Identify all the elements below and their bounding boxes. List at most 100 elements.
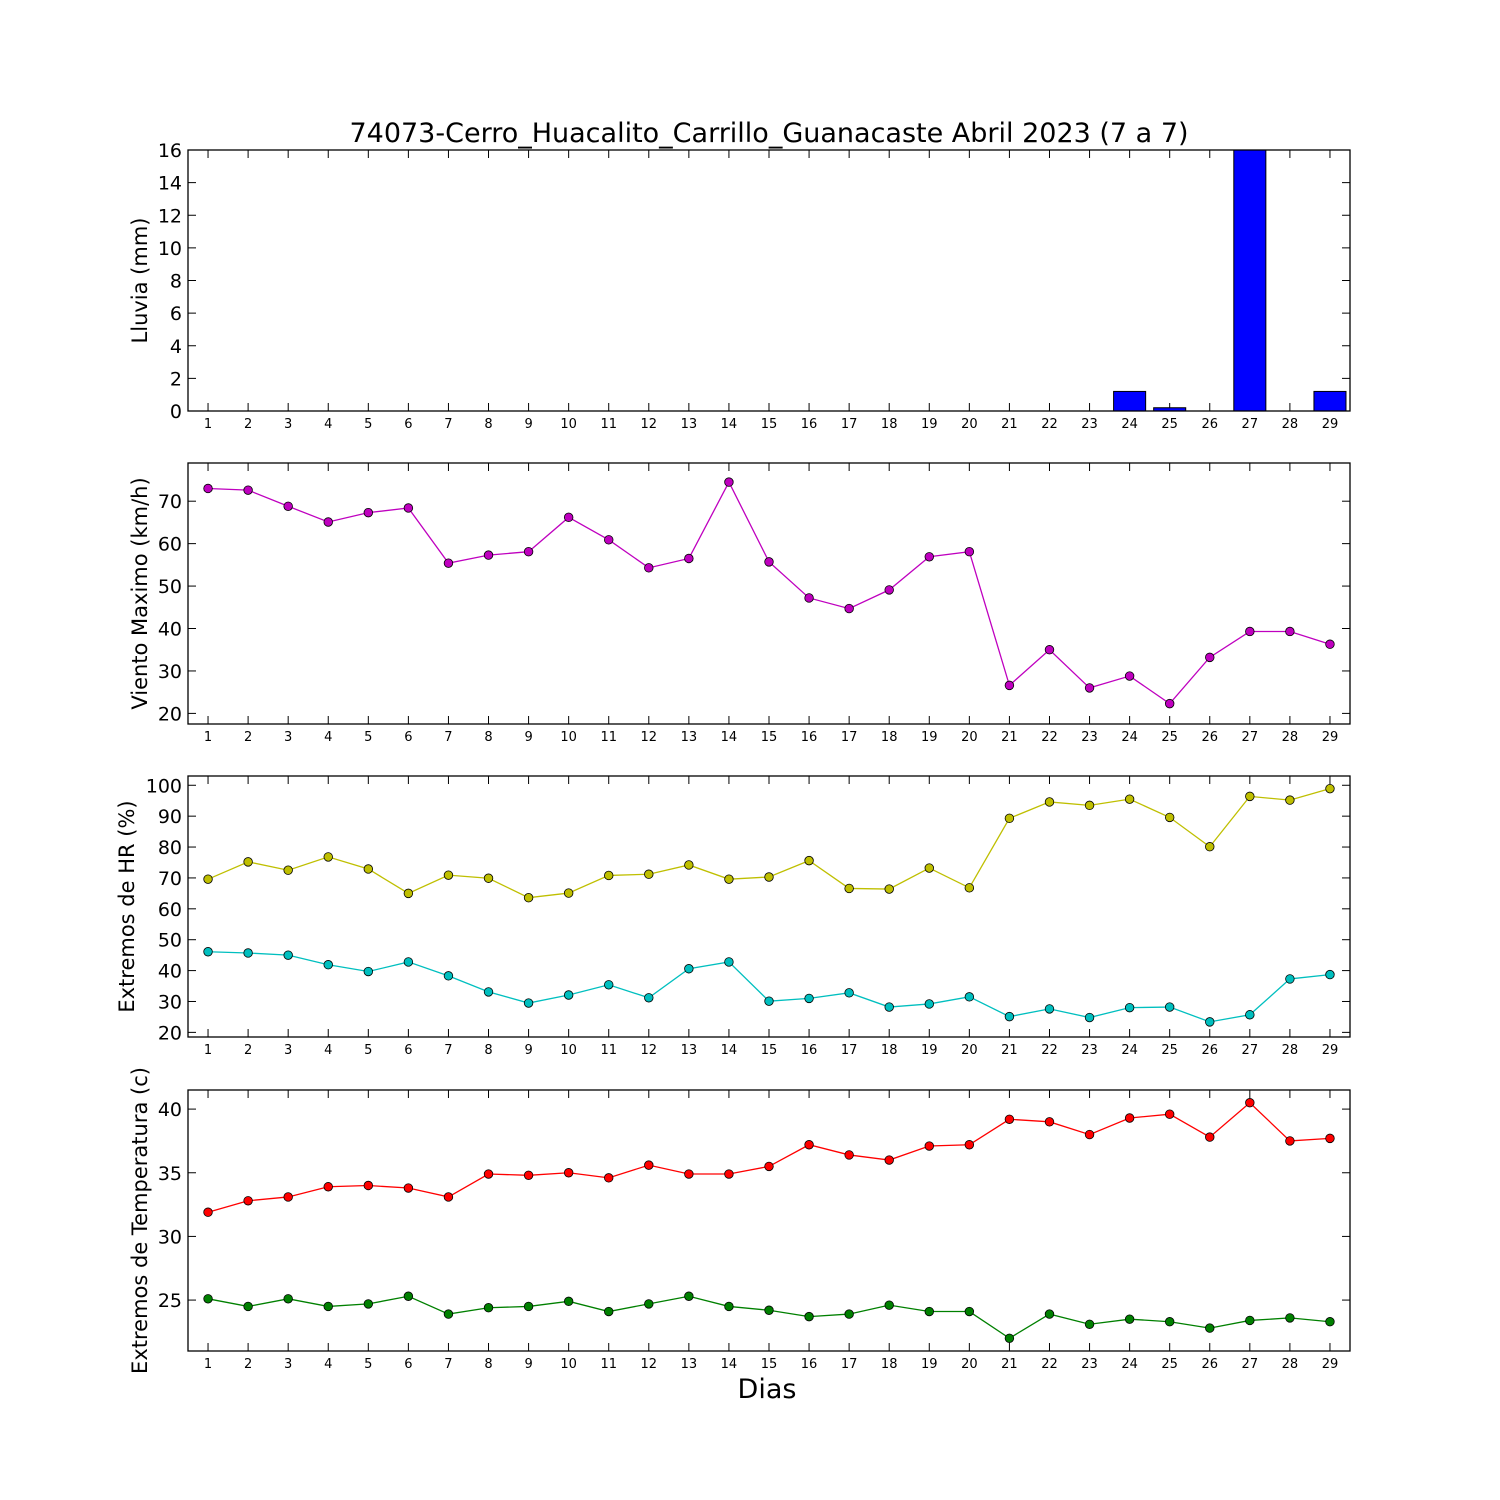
data-point [443, 971, 454, 981]
data-point [844, 1309, 854, 1319]
data-point [844, 1150, 854, 1160]
x-tick-label: 18 [881, 1043, 898, 1058]
data-point [964, 546, 975, 557]
data-point [363, 966, 374, 977]
data-point [1205, 842, 1215, 852]
data-point [323, 517, 333, 527]
axes-frame [187, 149, 1351, 412]
data-point [563, 1168, 574, 1178]
data-point [403, 957, 414, 967]
x-tick-label: 8 [484, 730, 492, 745]
chart-title: 74073-Cerro_Huacalito_Carrillo_Guanacast… [349, 118, 1188, 149]
data-point [724, 477, 734, 487]
data-point [1325, 783, 1335, 794]
data-point [604, 535, 614, 545]
data-point [523, 1170, 534, 1181]
data-point [844, 603, 854, 614]
data-point [563, 512, 574, 523]
data-point [764, 557, 774, 567]
x-tick-label: 24 [1121, 730, 1138, 745]
data-point [243, 1301, 253, 1312]
y-tick-label: 70 [158, 491, 182, 513]
x-tick-label: 11 [600, 730, 617, 745]
x-tick-label: 13 [681, 1357, 698, 1372]
data-point [1205, 1017, 1215, 1027]
data-point [924, 999, 934, 1009]
y-tick-label: 35 [158, 1163, 182, 1185]
y-tick-label: 14 [158, 173, 182, 195]
data-point [924, 552, 934, 562]
x-tick-label: 15 [761, 1357, 778, 1372]
y-tick-label: 20 [158, 1022, 182, 1044]
y-tick-label: 40 [158, 1099, 182, 1121]
data-point [363, 1180, 374, 1191]
x-tick-label: 16 [801, 417, 818, 432]
x-tick-label: 2 [244, 417, 252, 432]
data-point [1044, 797, 1055, 807]
x-tick-label: 22 [1041, 417, 1058, 432]
x-tick-label: 12 [641, 1357, 658, 1372]
x-tick-label: 18 [881, 1357, 898, 1372]
x-tick-label: 20 [961, 417, 978, 432]
x-tick-label: 10 [560, 1043, 577, 1058]
x-tick-label: 25 [1161, 417, 1178, 432]
data-point [924, 1306, 934, 1317]
data-point [1084, 800, 1095, 811]
data-point [203, 947, 213, 957]
data-point [724, 1169, 734, 1179]
data-point [1084, 1012, 1095, 1023]
x-tick-label: 14 [721, 1043, 738, 1058]
data-point [1164, 1002, 1175, 1012]
x-tick-label: 27 [1242, 1357, 1259, 1372]
data-point [323, 1182, 333, 1192]
data-point [644, 993, 654, 1003]
data-point [403, 1291, 414, 1301]
x-tick-label: 16 [801, 1357, 818, 1372]
data-point [604, 980, 614, 990]
x-tick-label: 28 [1282, 1043, 1299, 1058]
data-point [1004, 813, 1015, 824]
data-point [203, 874, 213, 884]
data-point [1164, 698, 1175, 709]
x-tick-label: 4 [324, 1357, 332, 1372]
x-tick-label: 23 [1081, 1043, 1098, 1058]
data-point [1084, 1129, 1095, 1140]
data-point [1164, 1109, 1175, 1119]
x-tick-label: 21 [1001, 730, 1018, 745]
data-point [1124, 671, 1135, 681]
data-point [844, 883, 854, 894]
data-point [644, 869, 654, 879]
data-point [363, 864, 374, 874]
y-tick-label: 30 [158, 991, 182, 1013]
data-point [804, 1140, 814, 1150]
x-tick-label: 19 [921, 1357, 938, 1372]
data-point [563, 990, 574, 1000]
data-point [403, 503, 414, 513]
data-point [283, 865, 293, 875]
data-point [884, 1155, 894, 1165]
data-point [443, 1309, 454, 1319]
x-tick-label: 6 [404, 1357, 412, 1372]
y-tick-label: 100 [146, 775, 182, 797]
data-point [804, 1311, 814, 1322]
x-tick-label: 26 [1201, 1043, 1218, 1058]
data-point [283, 1192, 293, 1202]
x-tick-label: 29 [1322, 417, 1339, 432]
data-point [884, 884, 894, 894]
data-point [323, 852, 333, 862]
x-tick-label: 11 [600, 417, 617, 432]
axes-frame [187, 1089, 1351, 1352]
data-point [203, 1294, 213, 1304]
data-point [283, 950, 293, 960]
data-point [483, 987, 494, 997]
x-tick-label: 9 [524, 1357, 532, 1372]
data-point [924, 1141, 934, 1151]
y-tick-label: 25 [158, 1290, 182, 1312]
x-tick-label: 3 [284, 417, 292, 432]
y-tick-label: 60 [158, 899, 182, 921]
data-point [1124, 1314, 1135, 1324]
x-tick-label: 12 [641, 1043, 658, 1058]
x-tick-label: 3 [284, 730, 292, 745]
data-point [884, 585, 894, 595]
